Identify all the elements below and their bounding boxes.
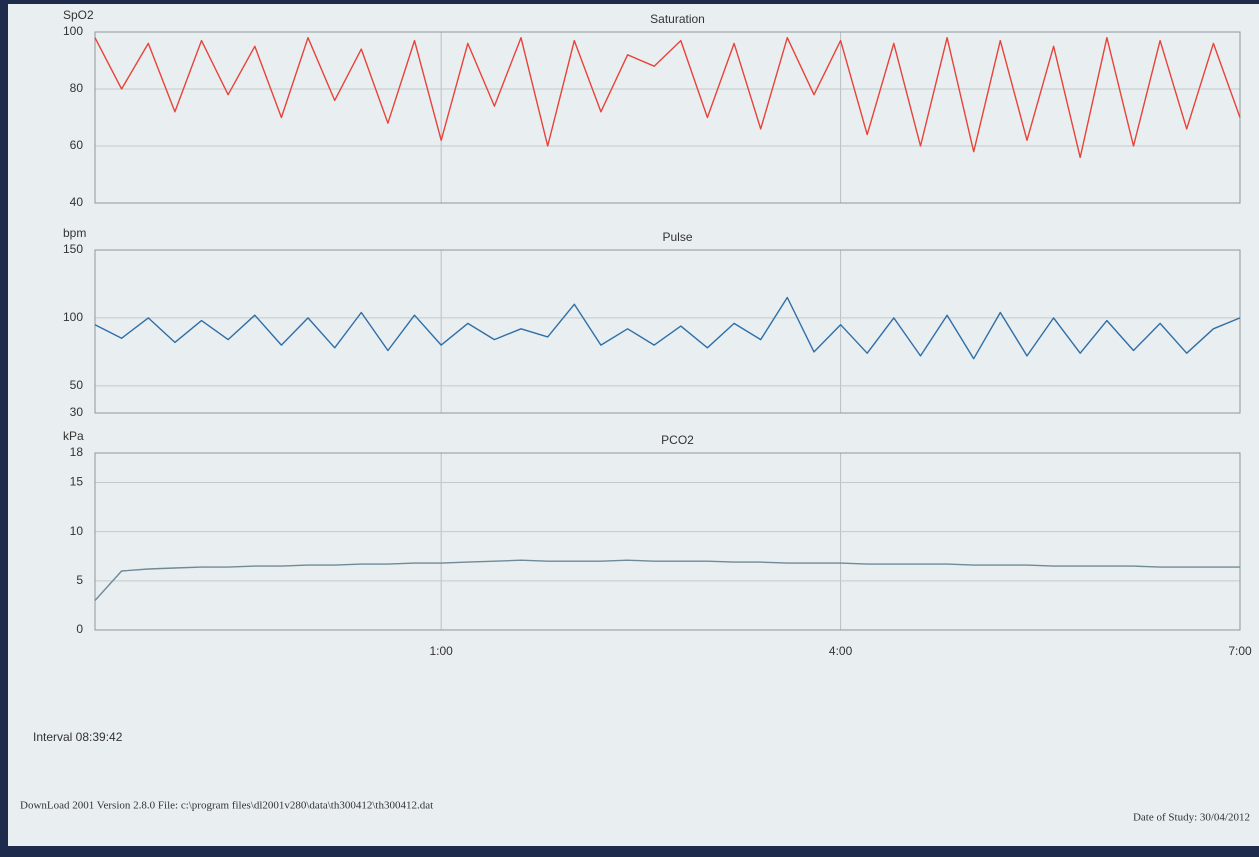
x-tick-label: 7:00	[1228, 644, 1252, 658]
y-tick-label: 0	[76, 622, 83, 636]
y-axis-label: kPa	[63, 429, 84, 443]
panel-title: Saturation	[650, 12, 705, 26]
y-tick-label: 100	[63, 310, 83, 324]
study-date: Date of Study: 30/04/2012	[1133, 812, 1250, 824]
y-tick-label: 15	[70, 475, 84, 489]
paper	[8, 4, 1259, 846]
y-axis-label: SpO2	[63, 8, 94, 22]
x-tick-label: 4:00	[829, 644, 853, 658]
software-info: DownLoad 2001 Version 2.8.0 File: c:\pro…	[20, 800, 433, 812]
page: Interval 08:39:42 DownLoad 2001 Version …	[0, 0, 1259, 857]
y-tick-label: 10	[70, 524, 84, 538]
y-tick-label: 80	[70, 81, 84, 95]
panel-title: PCO2	[661, 433, 694, 447]
y-tick-label: 50	[70, 378, 84, 392]
chart: Interval 08:39:42 DownLoad 2001 Version …	[0, 0, 1259, 857]
y-tick-label: 150	[63, 242, 83, 256]
y-tick-label: 40	[70, 195, 84, 209]
y-tick-label: 5	[76, 573, 83, 587]
y-tick-label: 18	[70, 445, 84, 459]
x-tick-label: 1:00	[429, 644, 453, 658]
y-tick-label: 100	[63, 24, 83, 38]
panel-title: Pulse	[662, 230, 692, 244]
y-axis-label: bpm	[63, 226, 86, 240]
interval: Interval 08:39:42	[33, 730, 123, 744]
y-tick-label: 30	[70, 405, 84, 419]
y-tick-label: 60	[70, 138, 84, 152]
